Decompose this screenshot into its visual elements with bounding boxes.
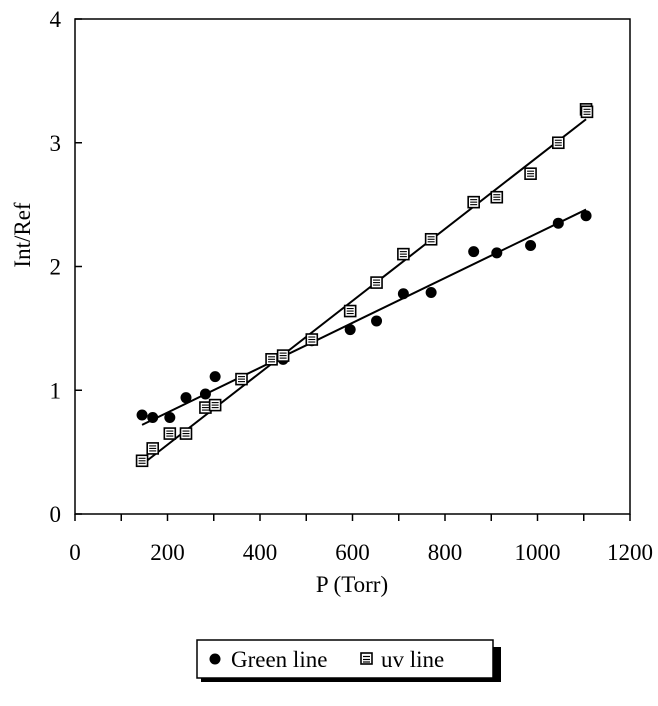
fit-line-series-0	[141, 208, 587, 426]
legend-circle-marker-icon	[209, 653, 221, 665]
data-point-uv-line	[265, 353, 278, 366]
data-point-uv-line	[580, 105, 594, 119]
data-point-uv-line	[370, 276, 383, 289]
data-point-uv-line	[305, 333, 319, 346]
data-point-uv-line	[343, 304, 357, 318]
legend-shadow-side	[492, 647, 501, 682]
x-tick-label: 200	[150, 540, 185, 565]
data-point-green-line	[209, 371, 221, 383]
data-point-green-line	[491, 247, 503, 259]
data-point-uv-line	[490, 190, 504, 204]
legend-label-green-line: Green line	[231, 647, 327, 672]
data-point-uv-line	[552, 136, 565, 150]
data-point-green-line	[136, 409, 148, 421]
legend-box	[196, 639, 494, 679]
data-point-green-line	[580, 210, 592, 222]
y-axis-ticks: 0 1 2 3 4	[50, 7, 82, 527]
data-point-uv-line	[276, 349, 290, 362]
y-tick-label: 2	[50, 255, 62, 280]
data-point-uv-line	[397, 247, 410, 261]
legend: Green line uv line	[196, 639, 501, 682]
y-tick-label: 1	[50, 378, 62, 403]
data-point-green-line	[164, 411, 176, 423]
data-point-green-line	[199, 388, 211, 400]
data-point-green-line	[147, 411, 159, 423]
data-point-uv-line	[524, 167, 537, 180]
x-axis-ticks: 0 200 400 600 800 1000 1200	[69, 514, 653, 565]
x-tick-label: 600	[335, 540, 370, 565]
data-point-uv-line	[179, 427, 193, 440]
y-axis-title: Int/Ref	[10, 202, 35, 267]
data-point-green-line	[344, 324, 356, 336]
data-point-green-line	[180, 392, 192, 404]
x-tick-label: 1000	[515, 540, 561, 565]
data-point-uv-line	[163, 427, 177, 440]
data-point-green-line	[425, 286, 437, 298]
x-tick-label: 800	[428, 540, 463, 565]
data-point-green-line	[525, 239, 537, 251]
x-tick-label: 400	[243, 540, 278, 565]
legend-square-marker-icon	[360, 652, 373, 665]
data-point-uv-line	[208, 398, 222, 412]
legend-label-uv-line: uv line	[381, 647, 444, 672]
x-tick-label: 1200	[607, 540, 653, 565]
y-tick-label: 0	[50, 502, 62, 527]
data-point-uv-line	[235, 372, 248, 386]
y-tick-label: 3	[50, 131, 62, 156]
data-point-uv-line	[467, 195, 480, 209]
data-point-uv-line	[146, 442, 159, 455]
data-point-green-line	[371, 315, 383, 327]
x-axis-title: P (Torr)	[316, 572, 388, 597]
data-markers	[135, 103, 594, 468]
data-point-green-line	[552, 217, 564, 229]
y-tick-label: 4	[50, 7, 62, 32]
data-point-green-line	[397, 288, 409, 300]
x-tick-label: 0	[69, 540, 81, 565]
data-point-uv-line	[424, 232, 438, 246]
data-point-uv-line	[135, 454, 149, 468]
data-point-green-line	[468, 246, 480, 258]
